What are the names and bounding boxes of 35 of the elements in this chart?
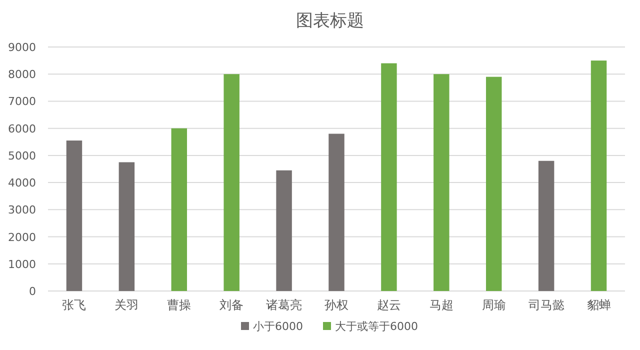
- y-tick-label: 9000: [8, 41, 36, 54]
- y-tick-label: 0: [29, 285, 36, 298]
- x-tick-label: 貂蝉: [586, 298, 611, 312]
- chart-title: 图表标题: [296, 11, 364, 31]
- x-tick-label: 诸葛亮: [266, 298, 302, 312]
- x-tick-label: 赵云: [376, 298, 401, 312]
- bar: [328, 134, 344, 291]
- bar: [118, 162, 135, 291]
- x-tick-label: 周瑜: [482, 298, 506, 312]
- bar: [486, 76, 502, 291]
- y-tick-label: 4000: [8, 176, 36, 190]
- bar: [66, 140, 82, 291]
- y-tick-label: 7000: [8, 95, 36, 108]
- x-tick-label: 曹操: [167, 298, 192, 312]
- x-tick-label: 关羽: [114, 298, 139, 312]
- bar: [434, 74, 450, 291]
- y-tick-label: 5000: [8, 149, 36, 162]
- y-tick-label: 6000: [8, 122, 36, 136]
- y-tick-label: 8000: [8, 68, 36, 82]
- legend-label: 大于或等于6000: [335, 320, 418, 333]
- bar: [276, 170, 292, 291]
- bar: [171, 128, 188, 291]
- bar: [538, 160, 554, 291]
- x-tick-label: 马超: [429, 298, 454, 312]
- legend-label: 小于6000: [253, 320, 303, 333]
- y-tick-label: 2000: [8, 230, 36, 244]
- x-tick-label: 张飞: [62, 298, 86, 312]
- bar: [224, 74, 240, 291]
- y-tick-label: 3000: [8, 204, 36, 217]
- y-tick-label: 1000: [8, 258, 36, 271]
- x-tick-label: 刘备: [220, 298, 244, 312]
- x-tick-label: 司马懿: [528, 298, 564, 312]
- bar: [381, 63, 397, 291]
- x-tick-label: 孙权: [324, 298, 348, 312]
- bar: [590, 60, 607, 291]
